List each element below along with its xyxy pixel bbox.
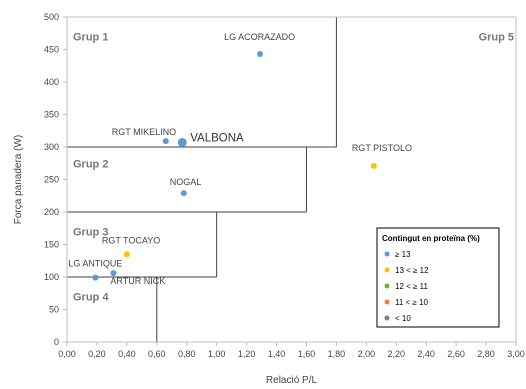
point-label: LG ANTIQUE (68, 259, 122, 269)
x-tick-label: 1,60 (298, 349, 316, 359)
legend-entry-label: ≥ 13 (395, 250, 411, 259)
data-point (123, 251, 130, 258)
x-tick-label: 1,20 (238, 349, 256, 359)
x-tick-label: 2,40 (417, 349, 435, 359)
point-label: RGT PISTOLO (352, 143, 412, 153)
x-tick-label: 0,00 (58, 349, 76, 359)
x-tick-label: 3,00 (507, 349, 525, 359)
legend-marker (384, 251, 390, 257)
y-tick-label: 300 (44, 142, 59, 152)
legend-marker (384, 267, 390, 273)
point-label: NOGAL (170, 177, 202, 187)
point-label: RGT TOCAYO (102, 235, 160, 245)
y-tick-label: 100 (44, 272, 59, 282)
data-point (162, 138, 169, 145)
data-point (92, 274, 99, 281)
group-label: Grup 5 (479, 32, 514, 44)
y-tick-label: 150 (44, 240, 59, 250)
y-axis-title: Força panadera (W) (13, 135, 24, 224)
data-point (180, 190, 187, 197)
x-tick-label: 2,20 (388, 349, 406, 359)
legend-marker (384, 283, 390, 289)
data-point (110, 270, 117, 277)
group-label: Grup 4 (73, 292, 109, 304)
legend-entry-label: 13 < ≥ 12 (395, 266, 429, 275)
y-tick-label: 400 (44, 77, 59, 87)
legend-entry-label: 12 < ≥ 11 (395, 282, 428, 291)
group-label: Grup 1 (73, 32, 108, 44)
y-tick-label: 0 (54, 337, 59, 347)
y-tick-label: 200 (44, 207, 59, 217)
x-tick-label: 0,60 (148, 349, 166, 359)
x-tick-label: 2,80 (477, 349, 495, 359)
x-tick-label: 1,00 (208, 349, 226, 359)
legend-marker (384, 315, 390, 321)
legend-entries: ≥ 13 13 < ≥ 12 12 < ≥ 11 11 < ≥ 10 < 10 (384, 250, 429, 323)
x-tick-label: 0,80 (178, 349, 196, 359)
point-label: ARTUR NICK (110, 276, 165, 286)
legend-entry-label: < 10 (395, 314, 411, 323)
x-tick-label: 2,00 (358, 349, 376, 359)
x-tick-label: 0,20 (88, 349, 106, 359)
legend: Contingut en proteïna (%) ≥ 13 13 < ≥ 12 1… (376, 227, 500, 328)
point-label: VALBONA (190, 132, 244, 144)
data-point (177, 137, 187, 147)
legend-marker (384, 299, 390, 305)
legend-entry-label: 11 < ≥ 10 (395, 298, 428, 307)
y-tick-label: 450 (44, 45, 59, 55)
y-tick-label: 250 (44, 175, 59, 185)
x-tick-label: 1,40 (268, 349, 286, 359)
y-tick-label: 50 (49, 305, 59, 315)
x-axis-title: Relació P/L (266, 375, 318, 386)
legend-box (376, 227, 500, 328)
x-tick-label: 0,40 (118, 349, 136, 359)
x-tick-label: 1,80 (328, 349, 346, 359)
point-label: RGT MIKELINO (112, 127, 176, 137)
data-points (92, 51, 377, 281)
x-tick-labels: 0,00 0,20 0,40 0,60 0,80 1,00 1,20 1,40 1,60 1,80… (58, 342, 525, 359)
data-point (370, 162, 377, 169)
group-label: Grup 3 (73, 227, 108, 239)
y-tick-label: 350 (44, 110, 59, 120)
group-labels: Grup 1 Grup 2 Grup 3 Grup 4 Grup 5 (73, 32, 514, 304)
group-label: Grup 2 (73, 158, 108, 170)
y-tick-labels: 0 50 100 150 200 250 300 350 400 450 500 (44, 12, 67, 347)
group-boundaries (67, 17, 337, 342)
y-tick-label: 500 (44, 12, 59, 22)
data-point (257, 51, 264, 58)
legend-title: Contingut en proteïna (%) (382, 234, 480, 243)
x-tick-label: 2,60 (447, 349, 465, 359)
point-labels: LG ACORAZADO RGT MIKELINO VALBONA RGT PISTO… (68, 32, 412, 286)
point-label: LG ACORAZADO (224, 32, 295, 42)
